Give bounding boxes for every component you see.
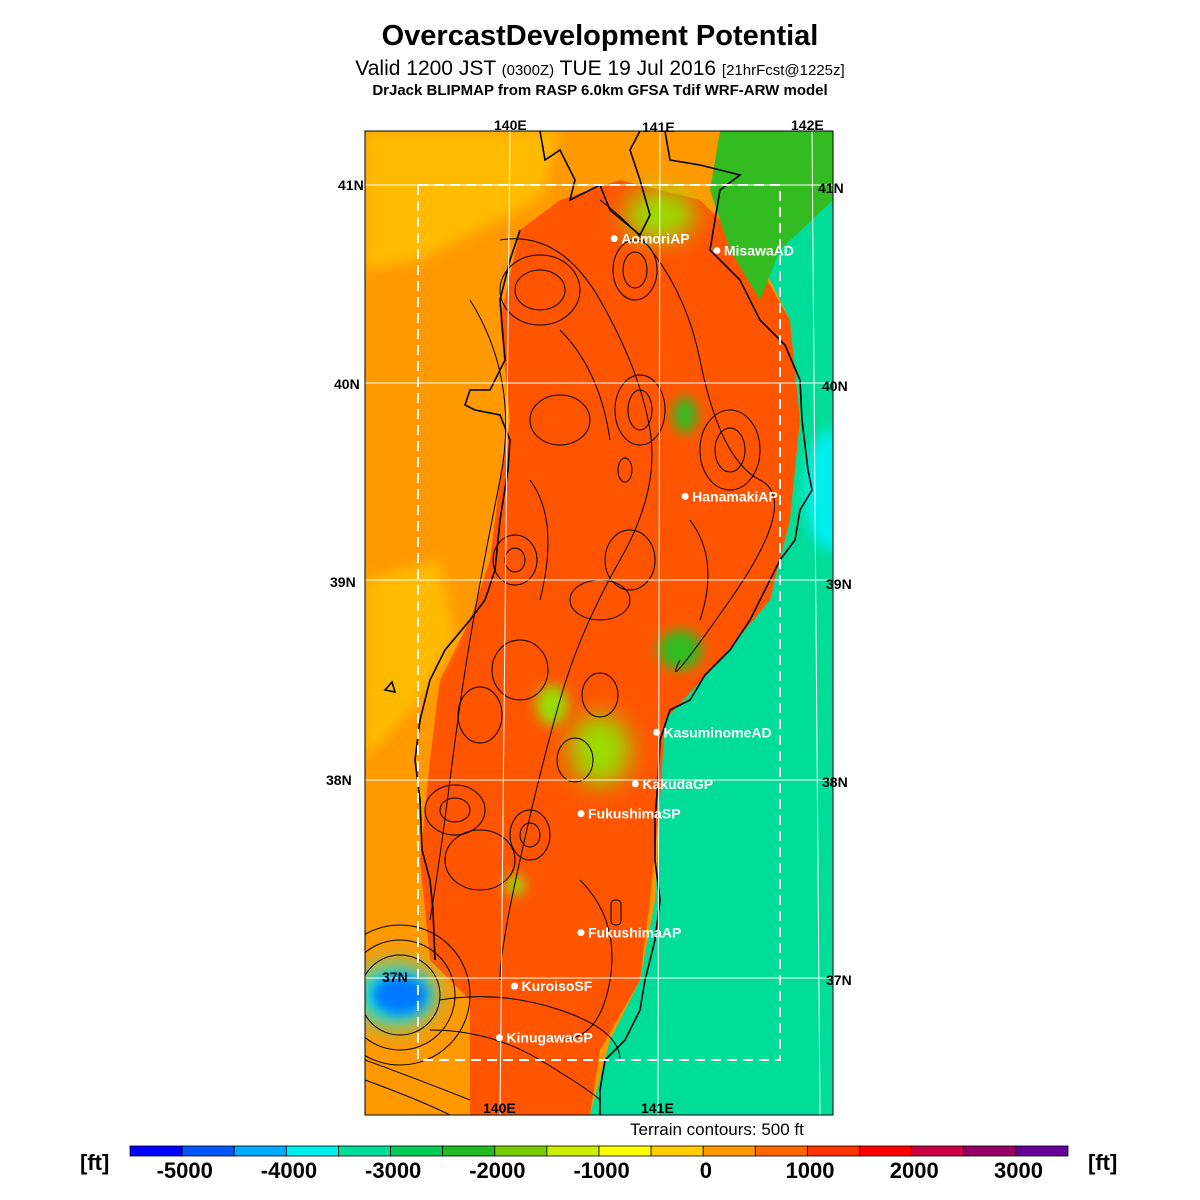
colorbar-unit-right: [ft] — [1088, 1150, 1118, 1175]
colorbar-swatch — [338, 1145, 391, 1157]
lon-label-bottom: 141E — [641, 1100, 674, 1116]
terrain-contour-note: Terrain contours: 500 ft — [630, 1120, 804, 1139]
station-label: KasuminomeAD — [663, 724, 771, 740]
lat-label-left: 37N — [382, 969, 408, 985]
valid-utc: (0300Z) — [501, 62, 555, 79]
colorbar-label: -4000 — [260, 1158, 318, 1183]
valid-time: Valid 1200 JST (0300Z) TUE 19 Jul 2016 [… — [0, 57, 1200, 81]
station-label: FukushimaAP — [588, 925, 681, 941]
coastline — [383, 131, 813, 1115]
low-value-field — [372, 975, 428, 1015]
lat-label-right: 39N — [826, 576, 852, 592]
graticule — [365, 130, 833, 1116]
station-dot — [610, 235, 618, 243]
colorbar-swatch — [390, 1145, 444, 1157]
station-dot — [577, 810, 585, 818]
colorbar-swatch — [963, 1145, 1017, 1157]
colorbar-label: -2000 — [469, 1158, 526, 1183]
colorbar-swatch — [285, 1145, 339, 1157]
colorbar-swatch — [598, 1145, 652, 1157]
colorbar-swatch — [754, 1145, 808, 1157]
model-info: DrJack BLIPMAP from RASP 6.0km GFSA Tdif… — [372, 82, 828, 99]
color-field — [365, 131, 833, 1115]
colorbar-swatch — [233, 1145, 287, 1157]
inner-domain-box — [417, 184, 781, 1061]
valid-date: TUE 19 Jul 2016 — [559, 57, 717, 80]
colorbar-label: -3000 — [365, 1158, 422, 1183]
map-frame — [364, 130, 834, 1116]
station-label: KakudaGP — [642, 776, 713, 792]
lon-label-top: 140E — [494, 117, 527, 133]
colorbar-label: -5000 — [156, 1158, 213, 1183]
colorbar-label: 3000 — [994, 1158, 1043, 1183]
cyan-field — [805, 430, 833, 550]
colorbar-swatch — [546, 1145, 600, 1157]
west-coast-field — [365, 131, 560, 270]
colorbar-swatch — [1015, 1145, 1069, 1157]
station-dot — [652, 728, 660, 736]
east-sea-field — [590, 131, 833, 1115]
station-label: KuroisoSF — [522, 978, 593, 994]
colorbar-label: 1000 — [785, 1158, 835, 1183]
valid-main: Valid 1200 JST — [355, 57, 496, 80]
station-label: MisawaAD — [724, 242, 794, 258]
station-dot — [511, 982, 519, 990]
coastal-field — [710, 131, 833, 300]
station-dot — [631, 780, 639, 788]
colorbar-swatch — [494, 1145, 548, 1157]
colorbar-swatch — [650, 1145, 704, 1157]
colorbar — [129, 1145, 1069, 1157]
inland-lime-field — [570, 715, 630, 785]
station-label: AomoriAP — [621, 231, 689, 247]
colorbar-swatch — [807, 1145, 860, 1157]
lat-label-right: 41N — [818, 180, 844, 196]
terrain-contours — [365, 199, 775, 1115]
station-label: KinugawaGP — [506, 1030, 592, 1046]
map-title: OvercastDevelopment Potential — [381, 20, 819, 52]
lat-label-right: 40N — [822, 378, 848, 394]
inland-green-field — [658, 630, 702, 670]
lat-label-left: 41N — [338, 177, 364, 193]
inland-lime-field — [536, 685, 568, 725]
lat-label-right: 38N — [822, 774, 848, 790]
west-coast-field — [365, 560, 455, 760]
colorbar-swatch — [859, 1145, 913, 1157]
station-dot — [713, 246, 721, 254]
colorbar-unit-left: [ft] — [80, 1150, 110, 1175]
forecast-info: [21hrFcst@1225z] — [721, 62, 845, 79]
station-markers: AomoriAP MisawaAD HanamakiAP KasuminomeAD Ka… — [495, 231, 794, 1046]
station-dot — [681, 492, 689, 500]
station-dot — [577, 929, 585, 937]
lat-label-left: 40N — [334, 376, 360, 392]
station-label: HanamakiAP — [692, 488, 778, 504]
colorbar-label: 0 — [699, 1158, 712, 1183]
lon-label-top: 141E — [642, 119, 675, 135]
lon-label-bottom: 140E — [483, 1100, 516, 1116]
lat-label-left: 38N — [326, 772, 352, 788]
lat-label-right: 37N — [826, 972, 852, 988]
inland-green-field — [673, 397, 697, 433]
colorbar-swatch — [181, 1145, 235, 1157]
station-dot — [495, 1034, 503, 1042]
colorbar-swatch — [129, 1145, 183, 1157]
lat-label-left: 39N — [330, 574, 356, 590]
colorbar-swatch — [442, 1145, 496, 1157]
colorbar-swatch — [702, 1145, 756, 1157]
colorbar-label: -1000 — [573, 1158, 630, 1183]
station-label: FukushimaSP — [588, 806, 681, 822]
colorbar-swatch — [911, 1145, 965, 1157]
colorbar-label: 2000 — [889, 1158, 939, 1183]
lon-label-top: 142E — [791, 117, 824, 133]
